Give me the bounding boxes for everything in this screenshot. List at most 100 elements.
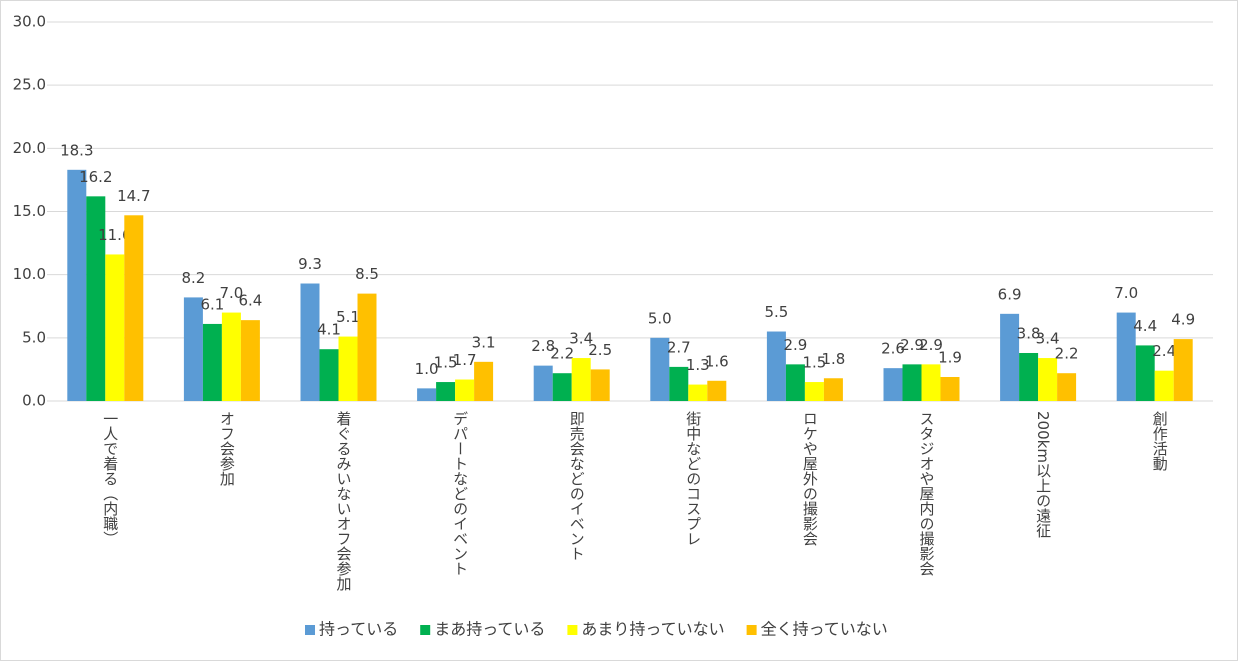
legend-swatch (420, 625, 431, 635)
value-label: 3.4 (1036, 330, 1060, 348)
value-label: 1.0 (415, 360, 439, 378)
value-label: 9.3 (298, 255, 322, 273)
value-label: 5.1 (336, 308, 360, 326)
x-tick-label: 200km以上の遠征 (1034, 411, 1052, 538)
bar (650, 337, 670, 401)
value-label: 1.6 (705, 352, 729, 370)
value-label: 1.7 (453, 351, 477, 369)
value-label: 2.9 (919, 336, 943, 354)
bar (221, 312, 241, 401)
bar (105, 254, 125, 401)
value-label: 2.2 (550, 345, 574, 363)
bar (688, 384, 708, 401)
value-label: 2.9 (783, 336, 807, 354)
value-label: 7.0 (219, 284, 243, 302)
bar (436, 382, 456, 401)
x-tick-label: 創作活動 (1151, 411, 1169, 472)
y-tick-label: 20.0 (13, 139, 46, 157)
bar (1038, 358, 1058, 401)
legend-label: あまり持っていない (581, 620, 724, 639)
bar (1135, 345, 1155, 401)
bar (921, 364, 941, 401)
value-label: 2.2 (1055, 345, 1079, 363)
bar (707, 380, 727, 401)
value-label: 11.6 (98, 226, 131, 244)
bar (357, 293, 377, 401)
bar (804, 382, 824, 401)
value-label: 2.7 (667, 338, 691, 356)
bar (202, 323, 222, 401)
x-tick-label: デパートなどのイベント (451, 411, 469, 576)
bar (1173, 339, 1193, 401)
bar (533, 365, 553, 401)
y-tick-label: 10.0 (13, 265, 46, 283)
value-label: 2.4 (1152, 342, 1176, 360)
bar (338, 336, 358, 401)
value-label: 2.9 (900, 336, 924, 354)
value-label: 3.1 (472, 333, 496, 351)
bar (124, 215, 144, 401)
x-tick-label: 一人で着る（内職） (101, 411, 119, 546)
y-tick-label: 15.0 (13, 202, 46, 220)
value-label: 4.4 (1133, 317, 1157, 335)
value-label: 3.4 (569, 330, 593, 348)
value-label: 1.8 (821, 350, 845, 368)
y-tick-label: 25.0 (13, 76, 46, 94)
bar (940, 376, 960, 401)
value-label: 4.9 (1171, 311, 1195, 329)
x-tick-label: ロケや屋外の撮影会 (801, 411, 819, 546)
value-label: 1.5 (802, 354, 826, 372)
bar (552, 373, 572, 401)
value-label: 8.2 (181, 269, 205, 287)
bar (1057, 373, 1077, 401)
legend-label: 全く持っていない (761, 620, 888, 639)
value-label: 2.6 (881, 340, 905, 358)
value-label: 1.3 (686, 356, 710, 374)
value-label: 2.8 (531, 337, 555, 355)
x-tick-label: スタジオや屋内の撮影会 (918, 411, 936, 576)
y-tick-label: 5.0 (22, 328, 46, 346)
bar (823, 378, 843, 401)
value-label: 1.9 (938, 348, 962, 366)
value-label: 16.2 (79, 168, 112, 186)
x-tick-label: 即売会などのイベント (568, 411, 586, 561)
bar (67, 169, 87, 401)
value-label: 6.4 (238, 292, 262, 310)
value-label: 14.7 (117, 187, 150, 205)
x-tick-label: 着ぐるみいないオフ会参加 (335, 411, 353, 592)
value-label: 5.0 (648, 309, 672, 327)
value-label: 18.3 (60, 141, 93, 159)
value-label: 4.1 (317, 321, 341, 339)
bar (766, 331, 786, 401)
bar (883, 368, 903, 401)
bar (902, 364, 922, 401)
value-label: 6.1 (200, 295, 224, 313)
value-label: 1.5 (434, 354, 458, 372)
bar (1116, 312, 1136, 401)
legend-label: まあ持っている (434, 620, 545, 639)
bar (300, 283, 320, 401)
bar (1154, 370, 1174, 401)
bar (474, 361, 494, 401)
bar (571, 358, 591, 401)
bar (183, 297, 203, 401)
value-label: 8.5 (355, 265, 379, 283)
y-tick-label: 0.0 (22, 392, 46, 410)
bar (1000, 313, 1020, 401)
value-label: 6.9 (998, 285, 1022, 303)
bar (669, 366, 689, 401)
x-tick-label: オフ会参加 (218, 411, 236, 487)
legend-swatch (305, 625, 315, 635)
bar (240, 320, 260, 401)
legend-label: 持っている (319, 620, 398, 639)
bar (1019, 352, 1039, 401)
value-label: 7.0 (1114, 284, 1138, 302)
value-label: 3.8 (1017, 324, 1041, 342)
bar (785, 364, 805, 401)
bar (590, 369, 610, 401)
bar (86, 196, 106, 401)
legend-swatch (746, 625, 757, 635)
legend-swatch (567, 625, 578, 635)
y-tick-label: 30.0 (13, 13, 46, 31)
